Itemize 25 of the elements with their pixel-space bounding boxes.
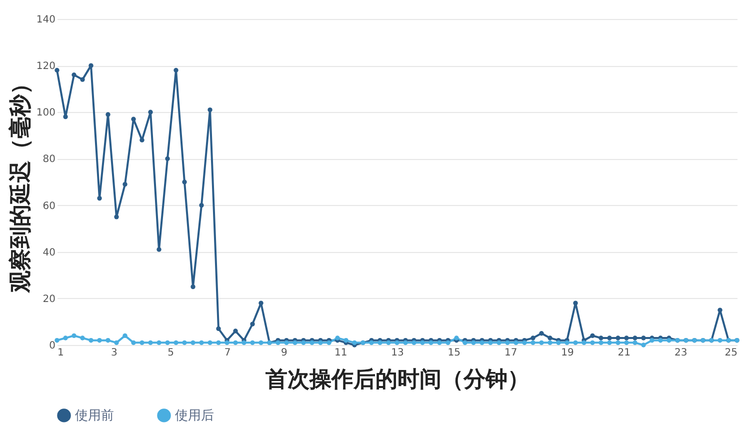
legend-label: 使用前 (75, 408, 114, 424)
x-tick-label: 5 (168, 348, 174, 358)
y-tick-label: 20 (42, 294, 56, 305)
x-tick-label: 15 (448, 348, 461, 358)
x-tick-label: 1 (58, 348, 64, 358)
x-tick-label: 25 (724, 348, 738, 358)
x-tick-label: 19 (561, 348, 574, 358)
x-tick-label: 3 (110, 348, 118, 358)
x-tick-label: 13 (391, 348, 404, 358)
x-axis-title: 首次操作后的时间（分钟） (264, 366, 530, 392)
y-tick-label: 0 (49, 340, 56, 352)
x-tick-label: 7 (224, 348, 231, 358)
y-axis-title: 观察到的延迟（毫秒） (7, 72, 34, 294)
y-tick-label: 60 (42, 200, 56, 212)
y-tick-label: 140 (36, 14, 56, 26)
x-tick-label: 23 (674, 348, 688, 358)
y-tick-label: 40 (42, 247, 56, 258)
legend-label: 使用后 (175, 408, 214, 424)
x-tick-label: 11 (334, 348, 348, 358)
y-tick-label: 80 (42, 154, 56, 166)
y-tick-label: 100 (36, 108, 56, 119)
x-tick-label: 21 (618, 348, 631, 358)
x-tick-label: 9 (280, 348, 288, 358)
x-tick-label: 17 (504, 348, 518, 358)
y-tick-label: 120 (36, 61, 56, 72)
